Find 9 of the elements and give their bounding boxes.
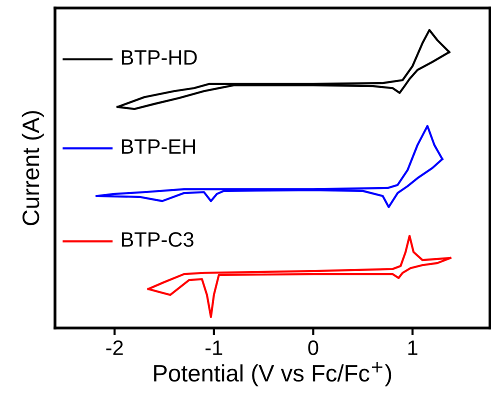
legend-label: BTP-C3 [122,232,194,247]
x-tick-label: -2 [106,340,123,355]
x-tick-label: -1 [206,340,222,355]
y-axis-title: Current (A) [22,111,44,226]
x-axis-title: Potential (V vs Fc/Fc$^{+}$) [154,362,392,386]
x-tick-label: 1 [408,340,418,355]
x-tick-label: 0 [308,340,318,356]
legend-label: BTP-EH [122,139,195,154]
legend-label: BTP-HD [122,50,197,65]
